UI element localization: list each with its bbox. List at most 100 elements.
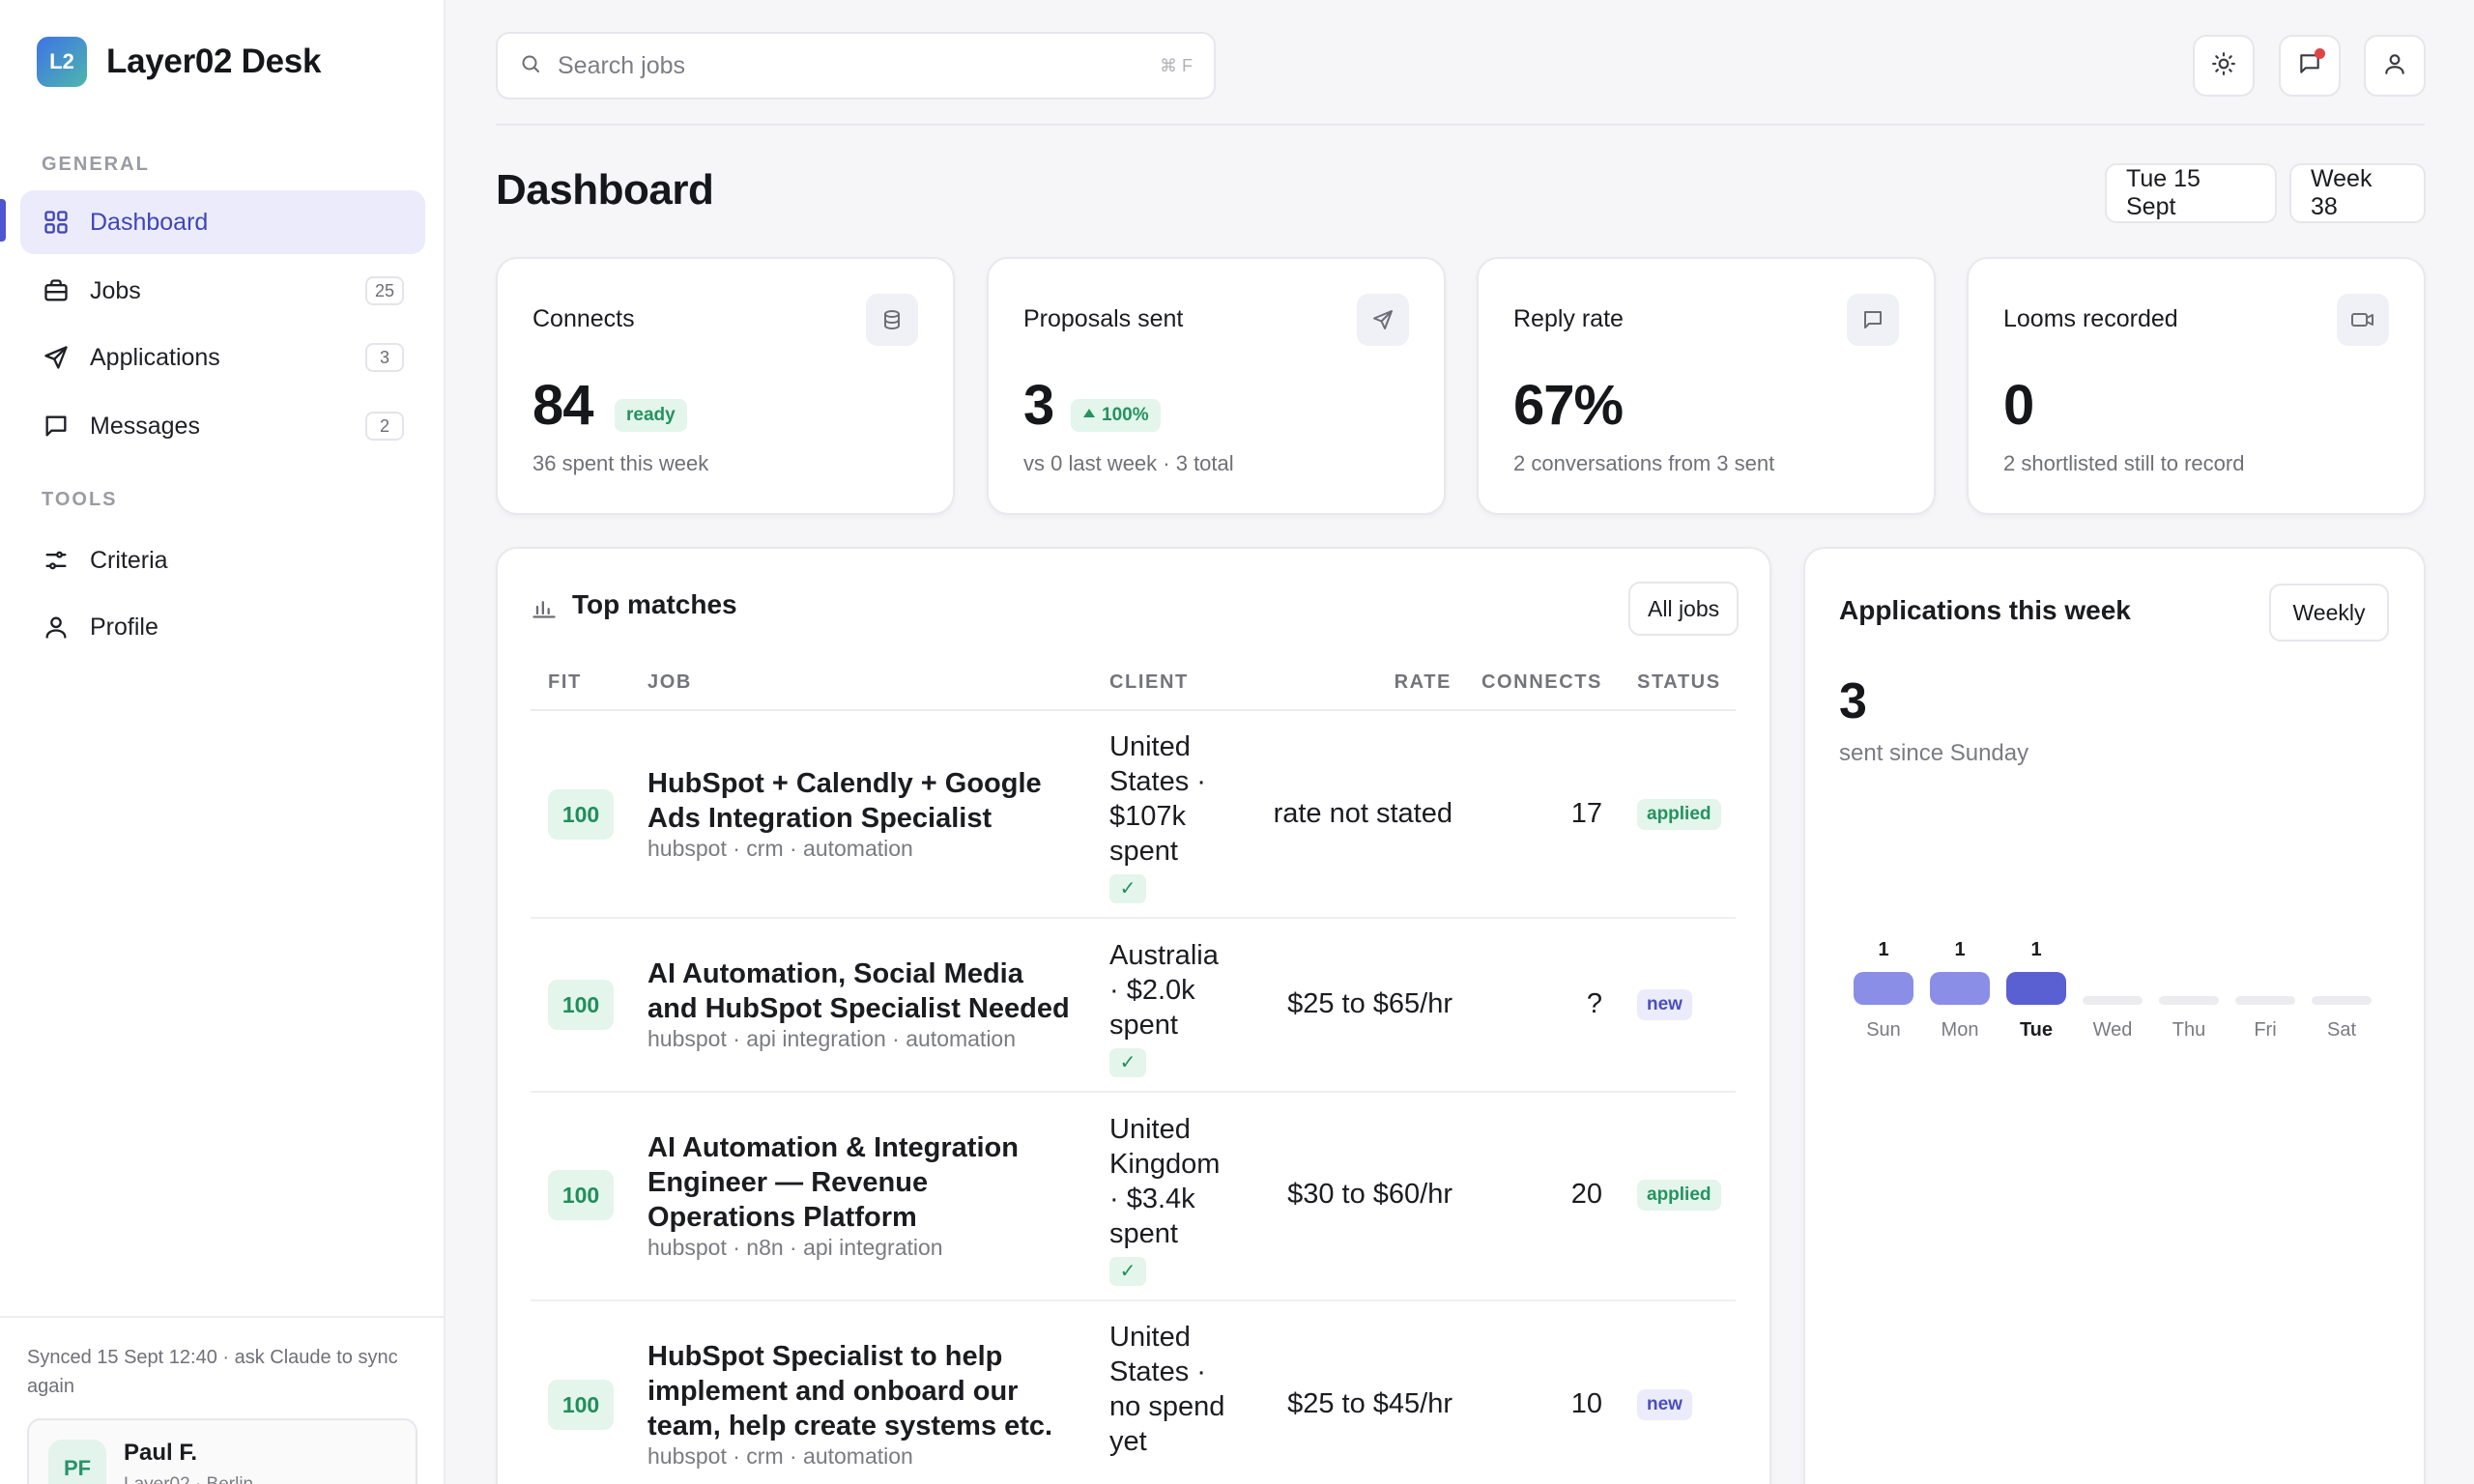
user-icon [42, 613, 71, 642]
page-title: Dashboard [496, 166, 714, 214]
count-badge: 2 [365, 412, 404, 441]
fit-score: 100 [548, 1380, 614, 1430]
theme-toggle-button[interactable] [2193, 35, 2255, 97]
row-divider [531, 1091, 1736, 1093]
verified-check-icon: ✓ [1109, 1048, 1146, 1077]
stat-card-reply-rate: Reply rate 67% 2 conversations from 3 se… [1477, 257, 1936, 515]
job-rate: rate not stated [1273, 798, 1453, 829]
search-input[interactable] [558, 51, 1144, 80]
bar-sat[interactable] [2312, 996, 2372, 1005]
client-text: United States · no spend yet [1109, 1322, 1225, 1457]
date-button[interactable]: Tue 15 Sept [2105, 163, 2277, 223]
stat-title: Proposals sent [1023, 305, 1184, 332]
job-title[interactable]: AI Automation, Social Media and HubSpot … [647, 958, 1070, 1024]
video-icon [2337, 294, 2389, 346]
client-text: United Kingdom · $3.4k spent [1109, 1114, 1221, 1249]
fit-score: 100 [548, 789, 614, 840]
search-bar[interactable]: ⌘ F [496, 32, 1216, 100]
sidebar-item-applications[interactable]: Applications 3 [20, 326, 425, 389]
job-rate: $25 to $65/hr [1287, 988, 1453, 1019]
bar-wed[interactable] [2083, 996, 2143, 1005]
search-icon [519, 52, 542, 80]
stat-card-connects: Connects 84 ready 36 spent this week [496, 257, 955, 515]
sidebar-footer: Synced 15 Sept 12:40 · ask Claude to syn… [0, 1316, 446, 1484]
sliders-icon [42, 546, 71, 575]
message-icon [1847, 294, 1899, 346]
connects-cost: 20 [1570, 1179, 1602, 1210]
day-label: Thu [2172, 1019, 2206, 1041]
stat-subtitle: 2 shortlisted still to record [2003, 451, 2245, 475]
client-info: United Kingdom · $3.4k spent ✓ [1109, 1112, 1235, 1286]
job-title[interactable]: HubSpot Specialist to help implement and… [647, 1341, 1053, 1441]
sidebar-item-jobs[interactable]: Jobs 25 [20, 259, 425, 323]
top-matches-panel [496, 547, 1771, 1484]
table-header-divider [531, 709, 1736, 711]
sidebar-item-label: Jobs [90, 276, 141, 304]
sync-status: Synced 15 Sept 12:40 · ask Claude to syn… [27, 1347, 398, 1397]
section-label-tools: TOOLS [42, 489, 118, 510]
bar-value-label: 1 [2030, 939, 2042, 960]
count-badge: 25 [365, 276, 404, 305]
section-label-general: GENERAL [42, 154, 150, 175]
bar-mon[interactable] [1930, 972, 1990, 1005]
row-divider [531, 917, 1736, 919]
bar-value-label: 1 [1878, 939, 1889, 960]
bar-value-label: 1 [1954, 939, 1966, 960]
stat-title: Connects [532, 305, 635, 332]
day-label: Fri [2254, 1019, 2277, 1041]
job-tags: hubspot · crm · automation [647, 836, 913, 861]
bar-tue[interactable] [2006, 972, 2066, 1005]
bar-fri[interactable] [2235, 996, 2295, 1005]
top-matches-title: Top matches [572, 589, 737, 619]
stat-title: Looms recorded [2003, 305, 2178, 332]
job-title[interactable]: HubSpot + Calendly + Google Ads Integrat… [647, 768, 1042, 834]
messages-button[interactable] [2279, 35, 2341, 97]
client-text: Australia · $2.0k spent [1109, 940, 1219, 1041]
status-badge: applied [1637, 1180, 1721, 1211]
sidebar-item-criteria[interactable]: Criteria [20, 528, 425, 592]
user-card[interactable]: PF Paul F. Layer02 · Berlin [27, 1418, 417, 1484]
database-icon [866, 294, 918, 346]
status-badge: applied [1637, 799, 1721, 830]
stat-value: 3 [1023, 374, 1054, 437]
job-tags: hubspot · api integration · automation [647, 1026, 1017, 1051]
stat-subtitle: vs 0 last week · 3 total [1023, 451, 1234, 475]
status-badge: new [1637, 1389, 1692, 1420]
sidebar: L2 Layer02 Desk GENERAL Dashboard Jobs 2… [0, 0, 446, 1484]
sidebar-item-profile[interactable]: Profile [20, 595, 425, 659]
ready-badge: ready [615, 399, 687, 432]
week-button[interactable]: Week 38 [2289, 163, 2426, 223]
send-icon [1357, 294, 1409, 346]
account-button[interactable] [2364, 35, 2426, 97]
user-icon [2382, 51, 2407, 81]
bar-sun[interactable] [1854, 972, 1913, 1005]
sun-icon [2211, 51, 2236, 81]
client-info: United States · no spend yet [1109, 1320, 1235, 1484]
stat-subtitle: 2 conversations from 3 sent [1513, 451, 1775, 475]
weekly-range-button[interactable]: Weekly [2269, 584, 2389, 642]
change-value: 100% [1102, 405, 1149, 425]
job-tags: hubspot · n8n · api integration [647, 1235, 943, 1260]
connects-cost: 17 [1570, 798, 1602, 829]
sidebar-item-messages[interactable]: Messages 2 [20, 394, 425, 458]
stat-title: Reply rate [1513, 305, 1624, 332]
verified-check-icon: ✓ [1109, 874, 1146, 903]
client-info: Australia · $2.0k spent ✓ [1109, 938, 1235, 1077]
all-jobs-button[interactable]: All jobs [1628, 582, 1740, 636]
bar-thu[interactable] [2159, 996, 2219, 1005]
column-header-connects: CONNECTS [1481, 671, 1602, 693]
stat-subtitle: 36 spent this week [532, 451, 709, 475]
user-name: Paul F. [124, 1440, 198, 1466]
stat-card-looms: Looms recorded 0 2 shortlisted still to … [1967, 257, 2426, 515]
connects-cost: ? [1586, 988, 1602, 1019]
job-title[interactable]: AI Automation & Integration Engineer — R… [647, 1132, 1019, 1233]
status-badge: new [1637, 989, 1692, 1020]
day-label: Wed [2092, 1019, 2133, 1041]
day-label: Sat [2326, 1019, 2357, 1041]
search-shortcut: ⌘ F [1160, 55, 1193, 75]
message-icon [42, 412, 71, 441]
brand[interactable]: L2 Layer02 Desk [37, 37, 321, 87]
sidebar-item-dashboard[interactable]: Dashboard [20, 190, 425, 254]
stat-card-proposals: Proposals sent 3 100% vs 0 last week · 3… [987, 257, 1446, 515]
sidebar-item-label: Applications [90, 343, 220, 371]
